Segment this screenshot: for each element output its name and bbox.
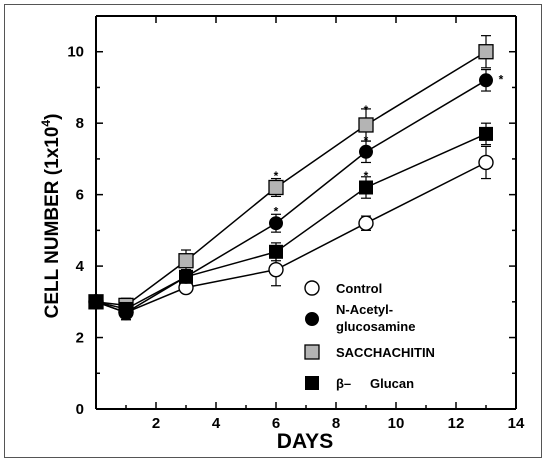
data-point (358, 117, 374, 133)
significance-mark: * (364, 133, 369, 147)
x-tick-label: 4 (212, 415, 221, 432)
data-point (119, 301, 133, 316)
y-tick-label: 8 (76, 115, 84, 132)
data-point (478, 154, 494, 171)
series-line-0 (95, 161, 487, 314)
y-axis-title-superscript: 4 (39, 120, 53, 127)
y-axis-title: CELL NUMBER (1x104) (39, 114, 63, 319)
data-point (478, 44, 494, 60)
data-point (359, 180, 373, 195)
y-tick-label: 2 (76, 330, 84, 347)
data-point (269, 216, 283, 231)
data-point (479, 126, 493, 141)
significance-mark: * (364, 103, 369, 117)
y-tick-label: 6 (76, 187, 84, 204)
legend-label: SACCHACHITIN (336, 345, 435, 360)
x-axis-title: DAYS (277, 430, 333, 453)
x-tick-label: 10 (388, 415, 405, 432)
y-tick-label: 0 (76, 401, 84, 418)
legend-label: Control (336, 281, 382, 296)
significance-mark: * (499, 73, 504, 87)
data-point (178, 253, 194, 269)
significance-mark: * (364, 169, 369, 183)
data-point (179, 269, 193, 284)
x-tick-label: 6 (272, 415, 280, 432)
significance-mark: * (274, 169, 279, 183)
y-tick-label: 10 (67, 44, 84, 61)
significance-mark: * (274, 205, 279, 219)
data-point (268, 261, 284, 278)
series-line-1 (95, 79, 487, 314)
legend-label: glucosamine (336, 319, 415, 334)
x-tick-label: 8 (332, 415, 340, 432)
figure-frame (4, 4, 542, 458)
legend-label: Glucan (370, 376, 414, 391)
data-point (268, 179, 284, 196)
legend-marker (305, 376, 319, 390)
legend-marker (305, 312, 319, 326)
legend-marker (304, 344, 320, 360)
y-axis-title-main: CELL NUMBER (1x10 (42, 127, 63, 319)
y-axis-title-close: ) (42, 114, 63, 120)
data-point (358, 215, 374, 231)
series-line-2 (95, 51, 487, 307)
data-point (479, 73, 493, 88)
x-tick-label: 14 (508, 415, 525, 432)
y-tick-label: 4 (76, 258, 85, 275)
series-line-3 (95, 133, 487, 310)
legend-label-prefix: β– (336, 376, 351, 391)
data-point (269, 244, 283, 259)
legend-label: N-Acetyl- (336, 302, 393, 317)
x-tick-label: 12 (448, 415, 465, 432)
legend-marker (304, 280, 320, 296)
data-point (359, 144, 373, 159)
x-tick-label: 2 (152, 415, 160, 432)
